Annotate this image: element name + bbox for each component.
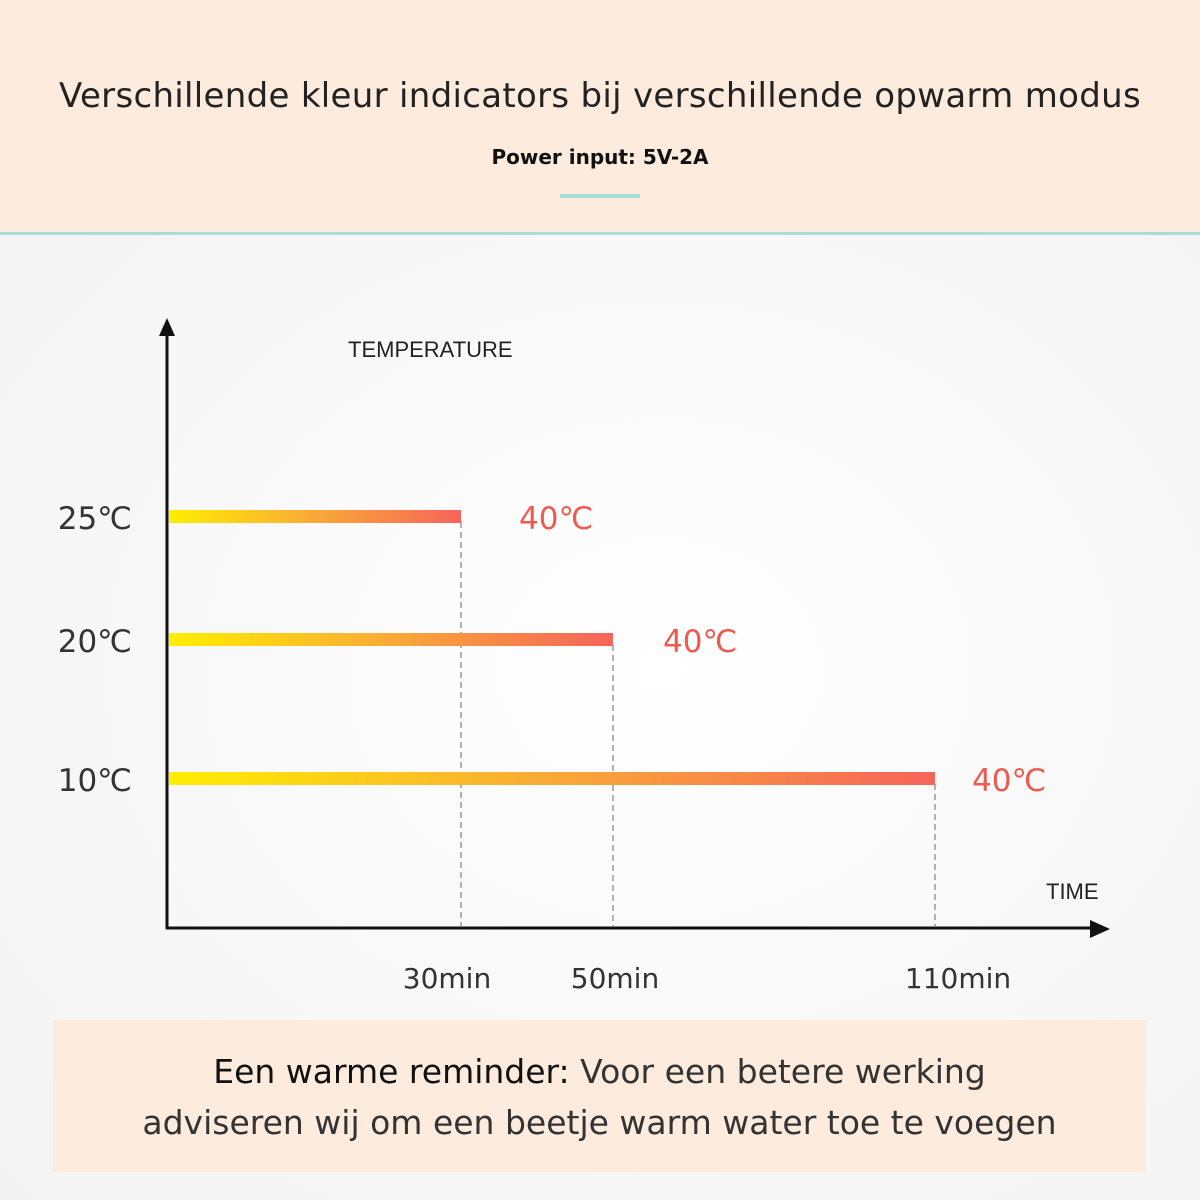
end-label: 40℃: [972, 763, 1046, 799]
reminder-heading: Een warme reminder:: [213, 1052, 570, 1091]
bar: [169, 633, 613, 646]
end-label: 40℃: [663, 624, 737, 660]
power-input-subtitle: Power input: 5V-2A: [491, 145, 709, 169]
reminder-box: Een warme reminder: Voor een betere werk…: [53, 1020, 1146, 1172]
x-tick-label: 30min: [403, 962, 491, 995]
x-tick-label: 110min: [905, 962, 1011, 995]
x-axis-arrow: [1090, 920, 1110, 938]
bar: [169, 772, 935, 785]
x-axis-title: TIME: [1046, 879, 1099, 904]
y-axis-arrow: [159, 318, 175, 336]
bar: [169, 510, 461, 523]
y-tick-label: 10℃: [58, 763, 132, 799]
y-tick-label: 25℃: [58, 501, 132, 537]
end-label: 40℃: [519, 501, 593, 537]
reminder-line2: adviseren wij om een beetje warm water t…: [142, 1103, 1057, 1142]
header: Verschillende kleur indicators bij versc…: [0, 0, 1200, 232]
divider: [0, 232, 1200, 235]
reminder-text: Voor een betere werking: [569, 1052, 986, 1091]
x-tick-label: 50min: [571, 962, 659, 995]
accent-line: [560, 194, 640, 198]
y-tick-label: 20℃: [58, 624, 132, 660]
y-axis-title: TEMPERATURE: [348, 337, 513, 362]
page-title: Verschillende kleur indicators bij versc…: [59, 76, 1141, 116]
